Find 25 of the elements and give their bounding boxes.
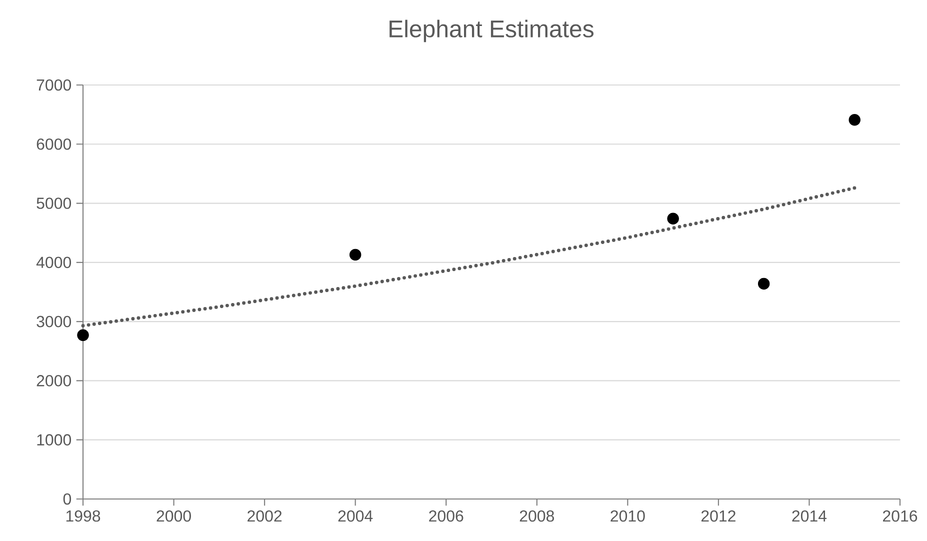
point <box>758 278 770 290</box>
x-tick-label: 2010 <box>610 510 645 522</box>
x-tick-label: 2002 <box>248 510 282 522</box>
x-tick-label: 1998 <box>66 510 100 522</box>
point <box>667 212 679 225</box>
y-tick-label: 0 <box>63 493 72 505</box>
line-series <box>81 186 856 328</box>
y-tick-label: 6000 <box>36 138 72 150</box>
y-tick-label: 5000 <box>36 198 72 209</box>
y-tick-label: 4000 <box>36 256 72 268</box>
x-tick-label: 2012 <box>701 510 736 522</box>
chart-title: Elephant Estimates <box>390 20 594 42</box>
x-tick-label: 2004 <box>338 510 373 522</box>
x-tick-label: 2016 <box>883 510 918 522</box>
y-tick-label: 3000 <box>36 316 72 328</box>
point <box>349 248 362 261</box>
y-tick-label: 1000 <box>37 434 72 446</box>
point <box>848 114 860 126</box>
y-tick-label: 7000 <box>36 79 72 91</box>
x-tick-label: 2008 <box>520 510 554 522</box>
x-tick-label: 2000 <box>156 510 191 522</box>
point <box>77 329 89 342</box>
x-tick-label: 2014 <box>792 510 827 522</box>
y-tick-label: 2000 <box>36 375 72 386</box>
x-tick-label: 2006 <box>429 510 464 522</box>
